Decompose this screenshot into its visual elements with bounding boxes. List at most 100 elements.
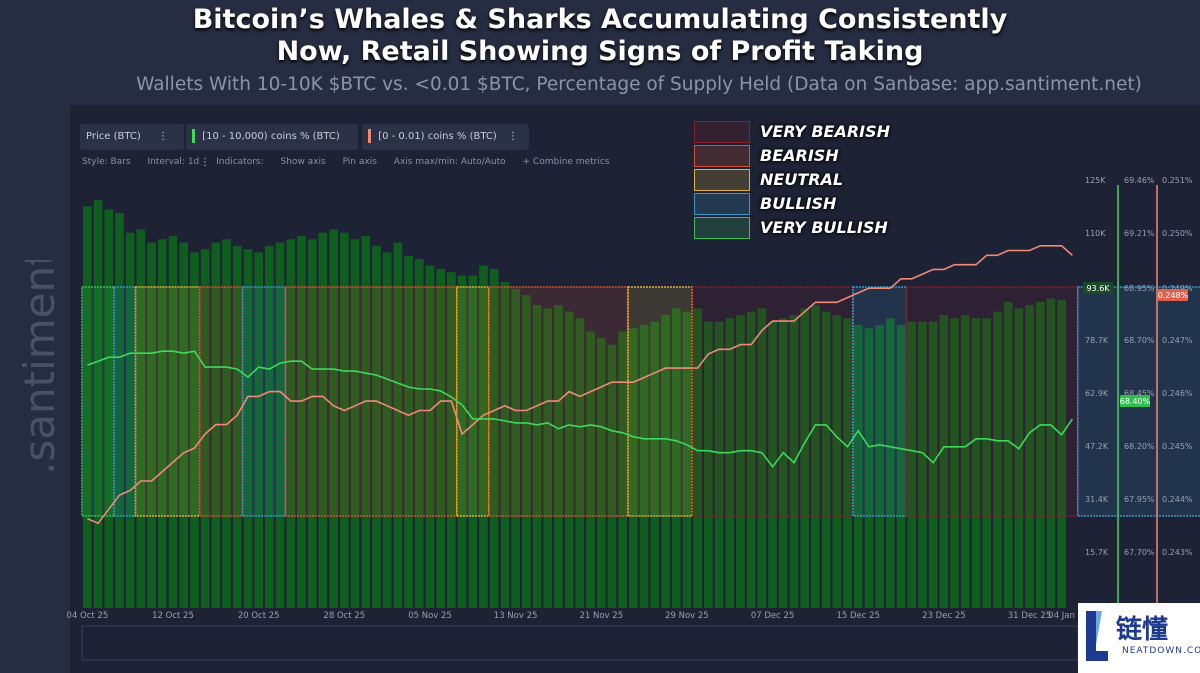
price-bar [318,232,328,608]
sentiment-swatch [694,145,750,167]
retail-axis-ticks: 0.251% 0.250% 0.249% 0.247% 0.246% 0.245% 0.24… [1162,176,1193,557]
price-bar [704,321,713,608]
combine-metrics-button[interactable]: + Combine metrics [522,157,610,167]
legend-whales[interactable]: [10 - 10,000) coins % (BTC) ⋮ [186,124,358,168]
price-bar [575,318,585,608]
y-tick-label: 68.20% [1124,442,1155,451]
sentiment-zone [455,286,490,517]
price-bar [875,324,884,608]
price-bar [768,321,777,608]
price-bar [1014,308,1024,608]
price-bar [254,252,263,608]
price-bar [382,252,392,608]
price-bar [618,331,627,608]
price-bar [907,321,917,608]
sentiment-label: VERY BULLISH [760,218,888,237]
price-bar [629,328,638,608]
price-bar [650,321,660,608]
price-bar [682,311,692,608]
price-bar [1035,301,1045,608]
sentiment-zone [241,286,287,517]
x-tick-label: 04 Oct 25 [67,611,109,621]
price-bar [340,232,349,608]
price-bar [500,282,510,608]
legend-price[interactable]: Price (BTC) ⋮ [80,124,184,150]
show-axis-toggle[interactable]: Show axis [280,157,326,167]
chart-subtitle: Wallets With 10-10K $BTC vs. <0.01 $BTC,… [136,74,1142,95]
price-bar [1003,301,1013,608]
y-tick-label: 0.244% [1162,495,1193,504]
y-tick-label: 68.70% [1124,336,1155,345]
navigator-frame[interactable] [81,625,1079,661]
chart-title-line2: Now, Retail Showing Signs of Profit Taki… [276,36,924,67]
price-bar [350,239,360,609]
pin-axis-toggle[interactable]: Pin axis [342,157,377,167]
price-bar [447,272,456,608]
x-tick-label: 12 Oct 25 [152,611,194,621]
price-bar [147,242,156,608]
current-retail-label-bg [1158,289,1188,301]
y-tick-label: 31.4K [1085,495,1109,504]
x-tick-label: 29 Nov 25 [665,611,709,621]
y-tick-label: 68.95% [1124,284,1155,293]
logo-en-text: NEATDOWN.COM [1122,646,1200,656]
price-bar [532,305,542,608]
more-icon[interactable]: ⋮ [200,157,210,168]
price-bar [778,318,788,608]
chart-title-line1: Bitcoin’s Whales & Sharks Accumulating C… [192,4,1008,35]
price-bar [136,229,146,608]
santiment-watermark: .santiment. [15,260,64,475]
y-tick-label: 47.2K [1085,442,1109,451]
price-bar [307,239,317,609]
x-tick-label: 20 Oct 25 [238,611,280,621]
x-tick-label: 13 Nov 25 [494,611,538,621]
price-bar [243,249,253,608]
price-bar [404,255,413,608]
neatdown-logo: 链懂 NEATDOWN.COM [1078,603,1200,673]
x-tick-label: 15 Dec 25 [836,611,879,621]
price-bar [960,315,970,608]
price-bar [800,308,809,608]
y-tick-label: 0.250% [1162,229,1193,238]
current-whales-label-bg [1120,395,1150,407]
price-bar [725,318,735,608]
y-tick-label: 62.9K [1085,389,1109,398]
price-bar [757,308,767,608]
legend-retail[interactable]: [0 - 0.01) coins % (BTC) ⋮ [362,124,529,150]
retail-color-swatch [368,129,371,143]
more-icon[interactable]: ⋮ [157,131,168,142]
current-value-labels: 93.6K 68.40% 0.248% [1083,282,1189,407]
current-price-label: 93.6K [1086,284,1110,293]
x-tick-label: 28 Oct 25 [323,611,365,621]
price-bar [928,321,938,608]
price-bar [436,268,445,608]
price-bar [457,275,467,608]
interval-select[interactable]: Interval: 1d [147,157,200,167]
indicators-select[interactable]: Indicators: [216,157,264,167]
price-bar [586,331,595,608]
axis-minmax-select[interactable]: Axis max/min: Auto/Auto [393,157,506,167]
more-icon[interactable]: ⋮ [507,131,518,142]
price-bar [275,242,285,608]
price-bar [661,315,670,608]
price-bar [93,199,103,609]
price-bar [157,239,167,609]
price-bar [746,311,756,608]
y-tick-label: 0.243% [1162,548,1193,557]
price-bar [414,259,424,608]
sentiment-zone [691,286,854,517]
price-bar [971,318,981,608]
y-tick-label: 69.46% [1124,176,1155,185]
price-bar [554,305,563,608]
x-tick-label: 07 Dec 25 [751,611,794,621]
whales-axis-ticks: 69.46% 69.21% 68.95% 68.70% 68.45% 68.20% 67.9… [1124,176,1155,557]
y-tick-label: 110K [1085,229,1106,238]
style-select[interactable]: Style: Bars [82,157,131,167]
y-tick-label: 0.246% [1162,389,1193,398]
sentiment-zone [134,286,201,517]
price-bar [1046,298,1056,608]
price-bar [372,245,381,609]
sentiment-label: VERY BEARISH [760,122,891,141]
whales-color-swatch [192,129,195,143]
price-bar [1057,299,1066,608]
